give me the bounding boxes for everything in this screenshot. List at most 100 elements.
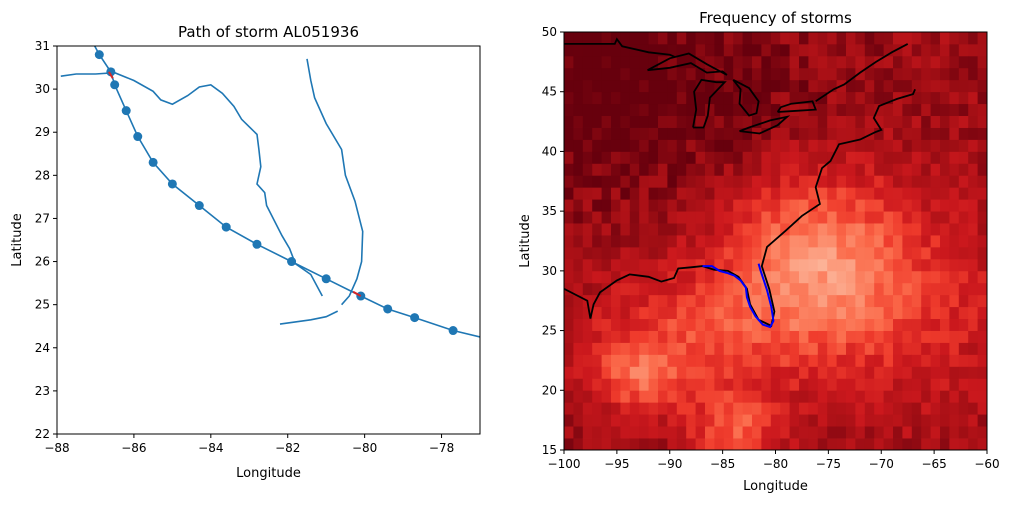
heatmap-cell xyxy=(629,306,640,320)
heatmap-cell xyxy=(846,139,856,152)
heatmap-cell xyxy=(855,187,866,200)
heatmap-cell xyxy=(808,151,819,164)
heatmap-cell xyxy=(723,43,734,57)
storm-path-y-tick-label: 30 xyxy=(35,82,50,96)
heatmap-cell xyxy=(582,32,593,45)
heatmap-cell xyxy=(752,270,762,284)
heatmap-cell xyxy=(827,211,837,224)
heatmap-cell xyxy=(714,258,725,272)
heatmap-cell xyxy=(864,43,875,57)
heatmap-cell xyxy=(714,67,725,81)
heatmap-cell xyxy=(911,330,922,343)
heatmap-cell xyxy=(874,426,884,439)
heatmap-cell xyxy=(836,151,847,164)
heatmap-cell xyxy=(620,187,631,200)
great-lake-outline xyxy=(739,115,791,135)
heatmap-cell xyxy=(705,115,715,128)
heatmap-cell xyxy=(629,103,640,116)
heatmap-cell xyxy=(902,378,913,391)
heatmap-cell xyxy=(761,211,772,224)
heatmap-cell xyxy=(648,139,659,152)
heatmap-cell xyxy=(780,32,790,45)
heatmap-cell xyxy=(592,235,602,248)
heatmap-cell xyxy=(639,282,649,296)
heatmap-cell xyxy=(601,211,612,224)
heatmap-cell xyxy=(742,318,753,331)
heatmap-cell xyxy=(705,402,715,415)
heatmap-cell xyxy=(752,438,762,450)
heatmap-cell xyxy=(658,282,668,296)
heatmap-cell xyxy=(658,402,668,415)
heatmap-cell xyxy=(752,43,762,57)
heatmap-cell xyxy=(930,306,941,320)
storm-frequency-title: Frequency of storms xyxy=(699,9,852,27)
heatmap-cell xyxy=(958,342,969,355)
heatmap-cell xyxy=(827,342,837,355)
heatmap-cell xyxy=(930,294,941,308)
heatmap-cell xyxy=(705,366,715,379)
heatmap-cell xyxy=(723,211,734,224)
heatmap-cell xyxy=(977,354,987,367)
heatmap-cell xyxy=(827,91,837,105)
heatmap-cell xyxy=(742,390,753,403)
heatmap-cell xyxy=(676,438,687,450)
heatmap-cell xyxy=(695,79,706,93)
heatmap-cell xyxy=(940,55,950,69)
heatmap-cell xyxy=(940,163,950,176)
heatmap-cell xyxy=(761,414,772,427)
heatmap-cell xyxy=(658,43,668,57)
heatmap-cell xyxy=(611,438,621,450)
heatmap-cell xyxy=(582,55,593,69)
heatmap-cell xyxy=(564,354,574,367)
heatmap-cell xyxy=(874,211,884,224)
storm-track-point xyxy=(121,106,131,116)
heatmap-cell xyxy=(883,342,894,355)
heatmap-cell xyxy=(949,43,960,57)
heatmap-cell xyxy=(733,151,743,164)
heatmap-cell xyxy=(921,32,931,45)
heatmap-cell xyxy=(648,318,659,331)
heatmap-cell xyxy=(639,342,649,355)
heatmap-cell xyxy=(770,127,781,140)
heatmap-cell xyxy=(780,103,790,116)
heatmap-cell xyxy=(667,366,678,379)
heatmap-cell xyxy=(940,354,950,367)
heatmap-cell xyxy=(949,402,960,415)
heatmap-cell xyxy=(921,318,931,331)
heatmap-cell xyxy=(723,414,734,427)
heatmap-cell xyxy=(648,438,659,450)
heatmap-cell xyxy=(601,306,612,320)
heatmap-cell xyxy=(564,426,574,439)
heatmap-cell xyxy=(799,55,809,69)
heatmap-cell xyxy=(592,354,602,367)
heatmap-cell xyxy=(714,426,725,439)
storm-frequency-y-tick-label: 25 xyxy=(542,324,557,338)
heatmap-cell xyxy=(968,67,978,81)
heatmap-cell xyxy=(902,127,913,140)
heatmap-cell xyxy=(620,103,631,116)
heatmap-cell xyxy=(752,151,762,164)
heatmap-cell xyxy=(648,115,659,128)
heatmap-cell xyxy=(808,67,819,81)
heatmap-cell xyxy=(714,294,725,308)
heatmap-cell xyxy=(611,235,621,248)
heatmap-cell xyxy=(582,139,593,152)
heatmap-cell xyxy=(658,235,668,248)
heatmap-cell xyxy=(893,175,903,188)
heatmap-cell xyxy=(620,43,631,57)
heatmap-cell xyxy=(705,151,715,164)
heatmap-cell xyxy=(658,354,668,367)
heatmap-cell xyxy=(911,342,922,355)
great-lake-outline xyxy=(732,79,760,117)
heatmap-cell xyxy=(648,354,659,367)
heatmap-cell xyxy=(817,282,828,296)
heatmap-cell xyxy=(921,414,931,427)
heatmap-cell xyxy=(874,127,884,140)
heatmap-cell xyxy=(770,378,781,391)
heatmap-cell xyxy=(864,294,875,308)
heatmap-cell xyxy=(827,235,837,248)
heatmap-cell xyxy=(667,223,678,236)
heatmap-cell xyxy=(902,294,913,308)
heatmap-cell xyxy=(601,282,612,296)
heatmap-cell xyxy=(846,115,856,128)
